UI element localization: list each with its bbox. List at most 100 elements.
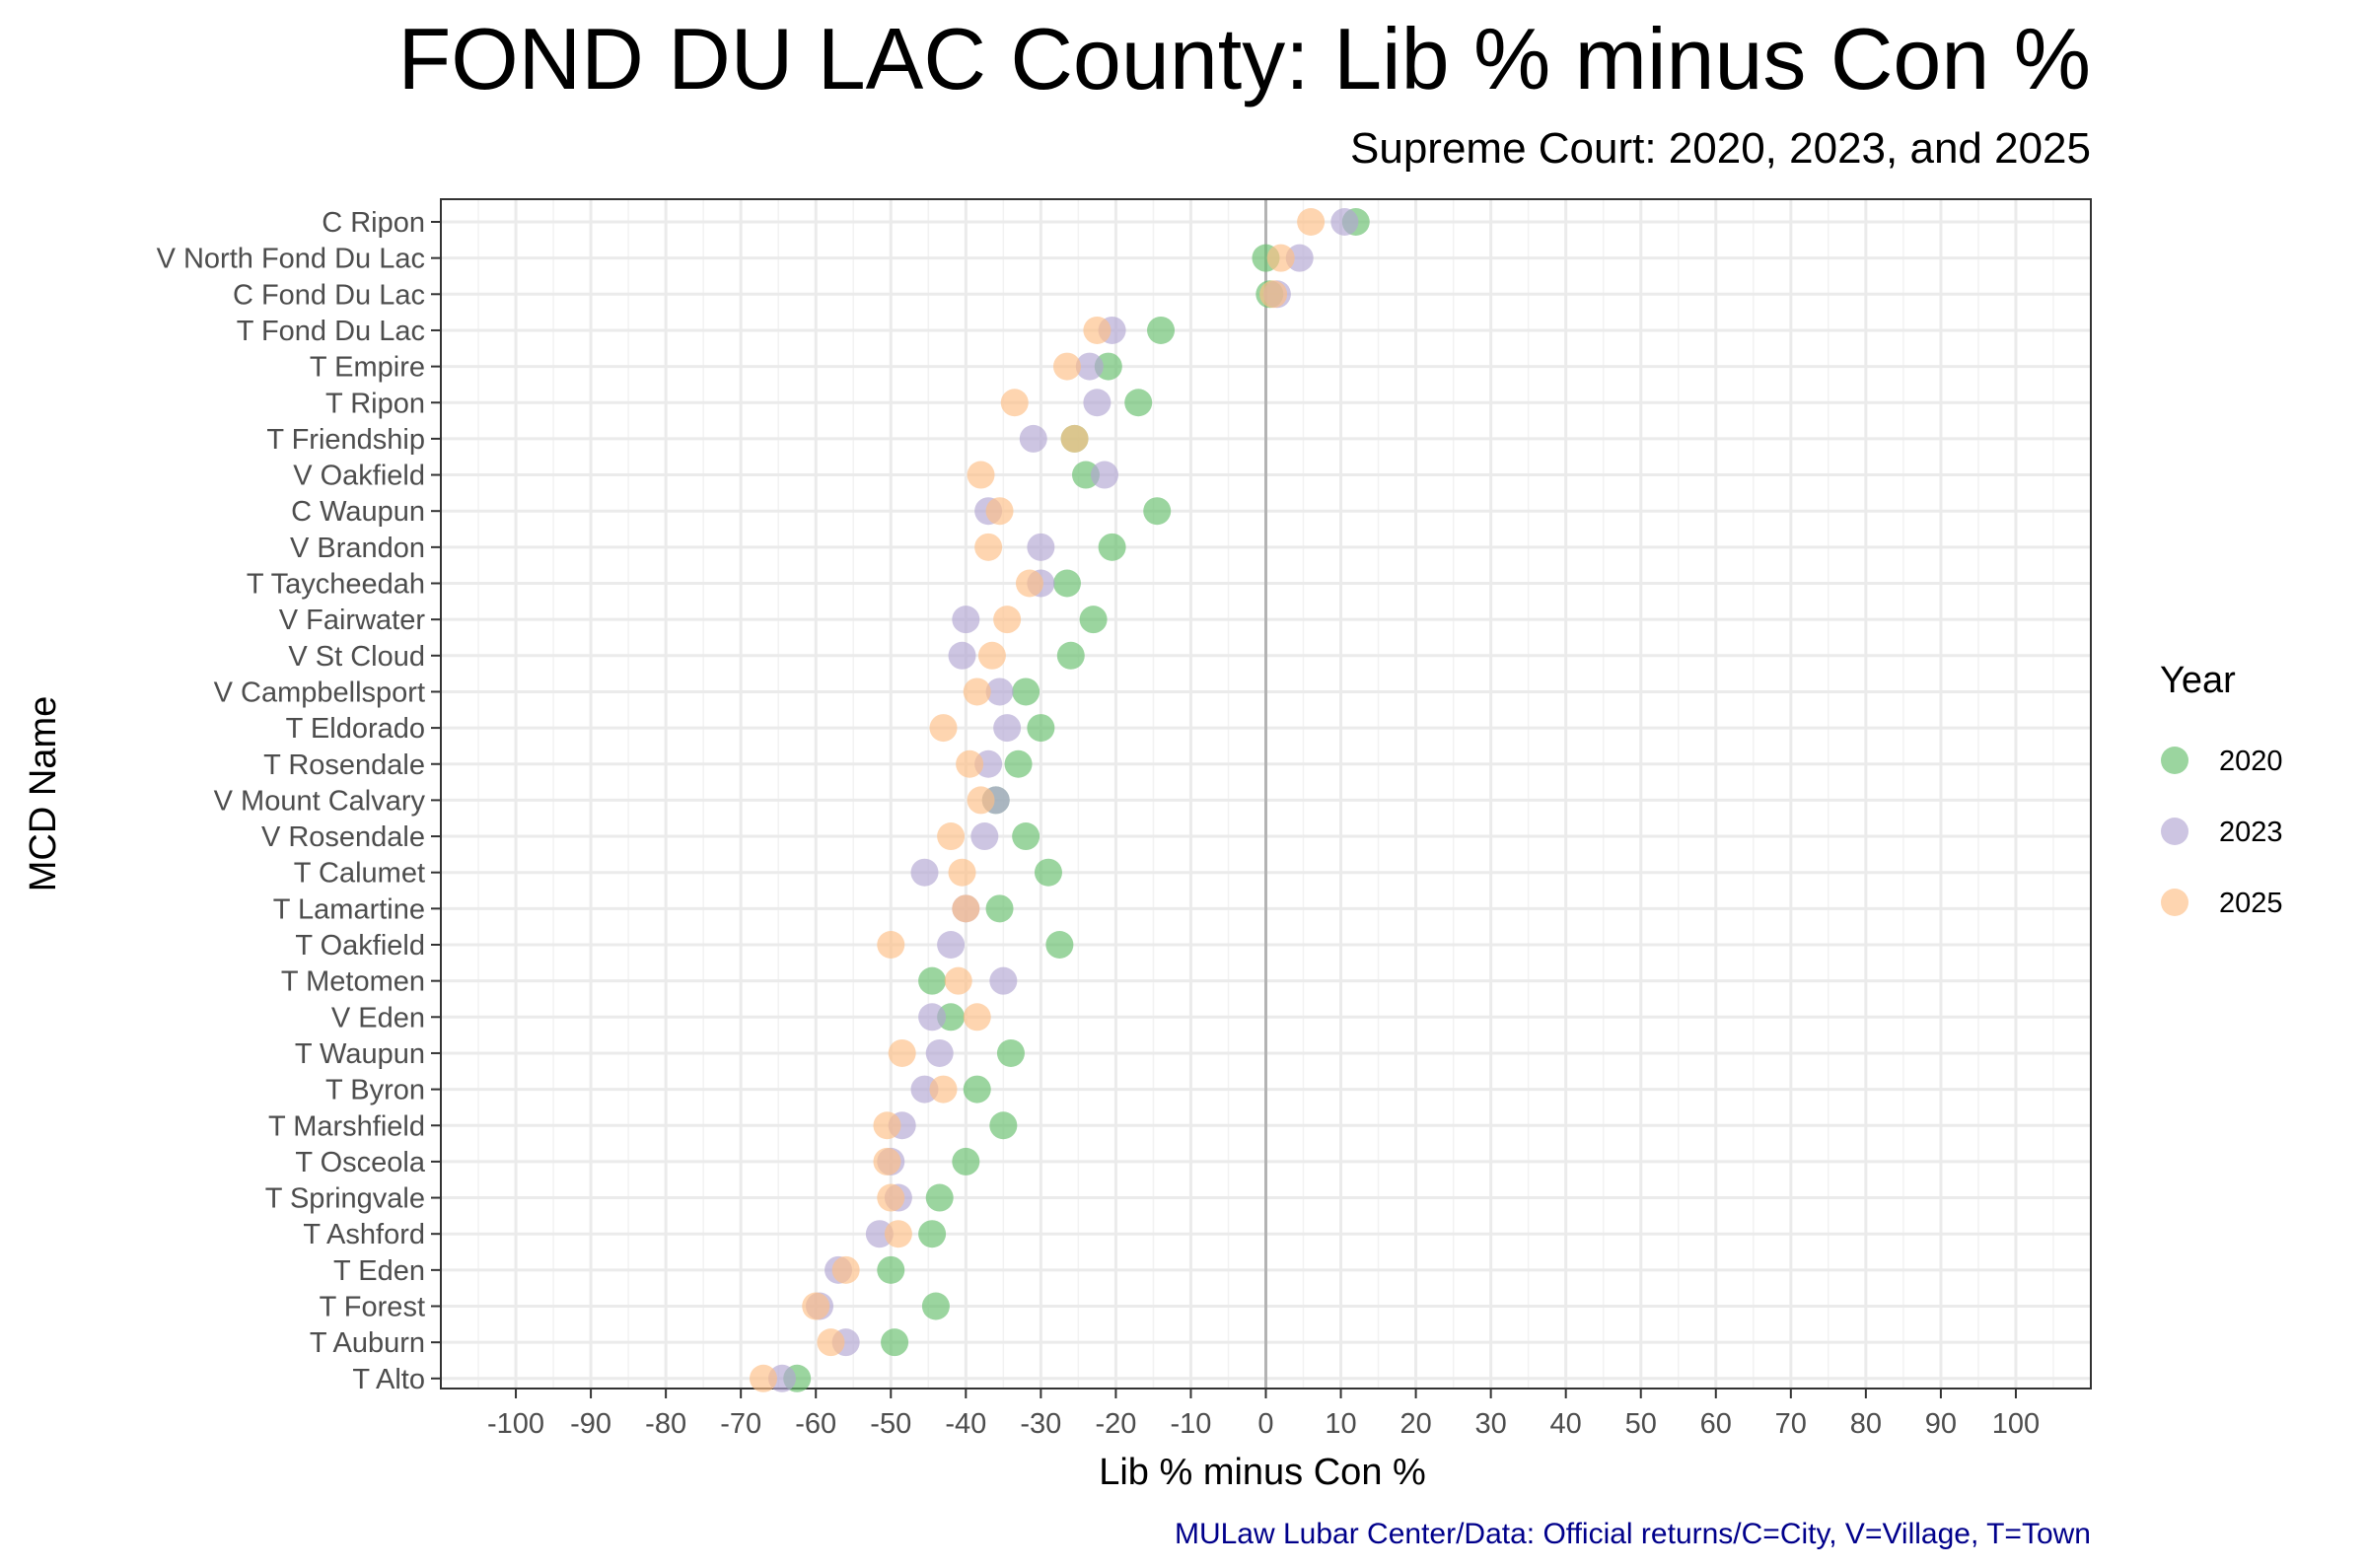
y-tick-label: T Alto [352,1364,425,1395]
data-point [974,533,1003,561]
data-point [881,1328,909,1357]
data-point [1079,606,1108,634]
x-tick-label: 0 [1257,1408,1273,1440]
y-tick-label: T Springvale [265,1183,425,1215]
data-point [1083,316,1112,344]
y-tick-label: C Waupun [291,496,425,528]
y-tick-label: T Auburn [310,1327,425,1359]
x-tick-label: -90 [570,1408,611,1440]
data-point [993,714,1022,743]
x-tick-label: 50 [1625,1408,1657,1440]
y-tick-label: T Oakfield [295,930,425,962]
data-point [831,1255,860,1284]
data-point [956,749,984,778]
y-tick-label: V Brandon [290,533,425,564]
legend-key [2161,889,2188,916]
data-point [888,1038,916,1067]
y-tick-label: V Eden [331,1002,425,1033]
data-point [952,894,980,923]
x-tick-label: -20 [1095,1408,1136,1440]
data-point [918,1220,947,1248]
data-point [1266,244,1295,272]
data-point [925,1183,954,1212]
data-point [944,966,972,995]
y-tick-label: T Osceola [295,1147,426,1178]
x-tick-label: 30 [1475,1408,1507,1440]
data-point [1027,533,1055,561]
data-point [1098,533,1126,561]
data-point [993,606,1022,634]
legend-key [2161,818,2188,845]
x-tick-label: 90 [1925,1408,1957,1440]
data-point [925,1038,954,1067]
data-point [910,858,939,887]
data-point [918,1003,947,1032]
data-point [1143,497,1172,526]
data-point [952,1147,980,1176]
y-tick-label: T Calumet [294,858,425,890]
data-point [1259,280,1288,309]
data-point [877,931,905,959]
y-tick-label: T Rosendale [263,749,425,781]
y-tick-label: T Byron [325,1075,425,1106]
data-point [1083,389,1112,417]
data-point [985,677,1014,706]
data-point [952,606,980,634]
data-point [1124,389,1153,417]
data-point [802,1292,830,1320]
data-point [996,1038,1025,1067]
data-point [1075,352,1104,381]
plot-panel [440,198,2092,1390]
data-point [884,1220,912,1248]
data-point [1004,749,1033,778]
data-point [985,497,1014,526]
data-point [817,1328,845,1357]
chart-title: FOND DU LAC County: Lib % minus Con % [397,10,2091,107]
y-tick-label: V Mount Calvary [214,785,426,817]
x-tick-label: -30 [1020,1408,1061,1440]
x-tick-label: -100 [487,1408,544,1440]
data-point [929,714,958,743]
legend-label: 2025 [2219,888,2283,919]
data-point [1000,389,1029,417]
data-point [877,1183,905,1212]
data-point [937,822,966,851]
data-point [921,1292,950,1320]
y-tick-label: T Metomen [281,966,425,998]
y-tick-label: T Lamartine [273,893,425,925]
x-tick-label: -70 [720,1408,761,1440]
series-2025 [749,208,1326,1392]
data-point [1019,424,1047,453]
legend-label: 2020 [2219,746,2283,777]
data-point [1091,461,1119,489]
legend: Year 2020 2023 2025 [2160,660,2283,919]
data-point [989,1111,1018,1140]
data-point [877,1255,905,1284]
data-point [977,641,1006,670]
x-tick-label: 10 [1325,1408,1356,1440]
y-tick-label: T Eldorado [286,713,425,745]
x-axis: -100 -90 -80 -70 -60 -50 -40 -30 -20 -10 0 10 20 30 40… [487,1389,2040,1440]
data-point [948,858,976,887]
legend-key [2161,747,2188,774]
y-tick-label: V Fairwater [279,605,426,636]
data-point [1147,316,1176,344]
y-tick-label: C Ripon [322,207,425,239]
data-point [989,966,1018,995]
y-axis-title: MCD Name [23,696,64,891]
y-tick-label: T Ashford [303,1219,425,1250]
data-point [1056,641,1085,670]
y-tick-label: T Marshfield [268,1110,425,1142]
y-tick-label: C Fond Du Lac [233,279,425,311]
data-point [963,677,991,706]
x-tick-label: -60 [795,1408,836,1440]
y-tick-label: V Rosendale [261,821,425,853]
legend-label: 2023 [2219,817,2283,848]
data-point [1012,822,1040,851]
data-point [967,786,995,815]
x-tick-label: -10 [1170,1408,1211,1440]
x-tick-label: 80 [1850,1408,1882,1440]
data-point [967,461,995,489]
data-point [1027,714,1055,743]
